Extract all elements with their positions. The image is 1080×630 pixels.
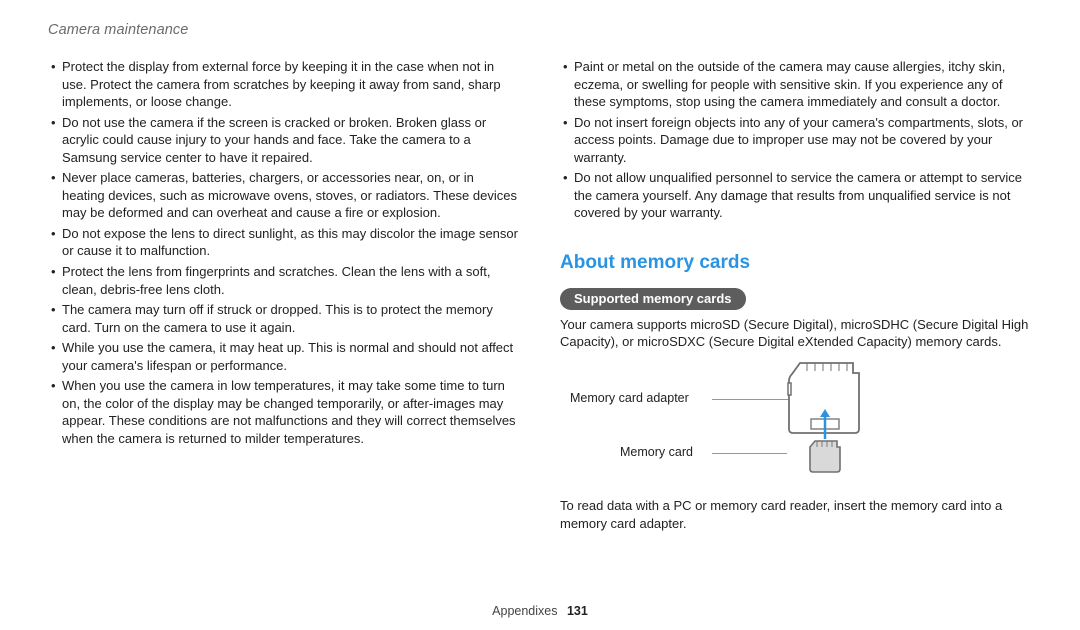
list-item: Do not allow unqualified personnel to se… — [560, 169, 1032, 222]
page-footer: Appendixes 131 — [0, 604, 1080, 618]
right-column: Paint or metal on the outside of the cam… — [560, 58, 1032, 538]
memory-card-diagram: Memory card adapter Memory card — [560, 359, 1032, 489]
list-item: Paint or metal on the outside of the cam… — [560, 58, 1032, 111]
list-item: Protect the display from external force … — [48, 58, 520, 111]
footer-label: Appendixes — [492, 604, 557, 618]
sd-card-illustration — [775, 359, 885, 484]
adapter-label: Memory card adapter — [570, 391, 689, 405]
right-bullet-list: Paint or metal on the outside of the cam… — [560, 58, 1032, 222]
list-item: Do not use the camera if the screen is c… — [48, 114, 520, 167]
manual-page: Camera maintenance Protect the display f… — [0, 0, 1080, 538]
list-item: Never place cameras, batteries, chargers… — [48, 169, 520, 222]
two-column-layout: Protect the display from external force … — [48, 58, 1032, 538]
list-item: When you use the camera in low temperatu… — [48, 377, 520, 447]
left-column: Protect the display from external force … — [48, 58, 520, 538]
supported-text: Your camera supports microSD (Secure Dig… — [560, 316, 1032, 351]
page-number: 131 — [567, 604, 588, 618]
list-item: Do not insert foreign objects into any o… — [560, 114, 1032, 167]
section-heading: About memory cards — [560, 252, 1032, 274]
card-label: Memory card — [620, 445, 693, 459]
left-bullet-list: Protect the display from external force … — [48, 58, 520, 447]
list-item: Protect the lens from fingerprints and s… — [48, 263, 520, 298]
list-item: The camera may turn off if struck or dro… — [48, 301, 520, 336]
subsection-pill: Supported memory cards — [560, 288, 746, 310]
list-item: While you use the camera, it may heat up… — [48, 339, 520, 374]
list-item: Do not expose the lens to direct sunligh… — [48, 225, 520, 260]
reader-text: To read data with a PC or memory card re… — [560, 497, 1032, 532]
page-header: Camera maintenance — [48, 22, 1032, 38]
